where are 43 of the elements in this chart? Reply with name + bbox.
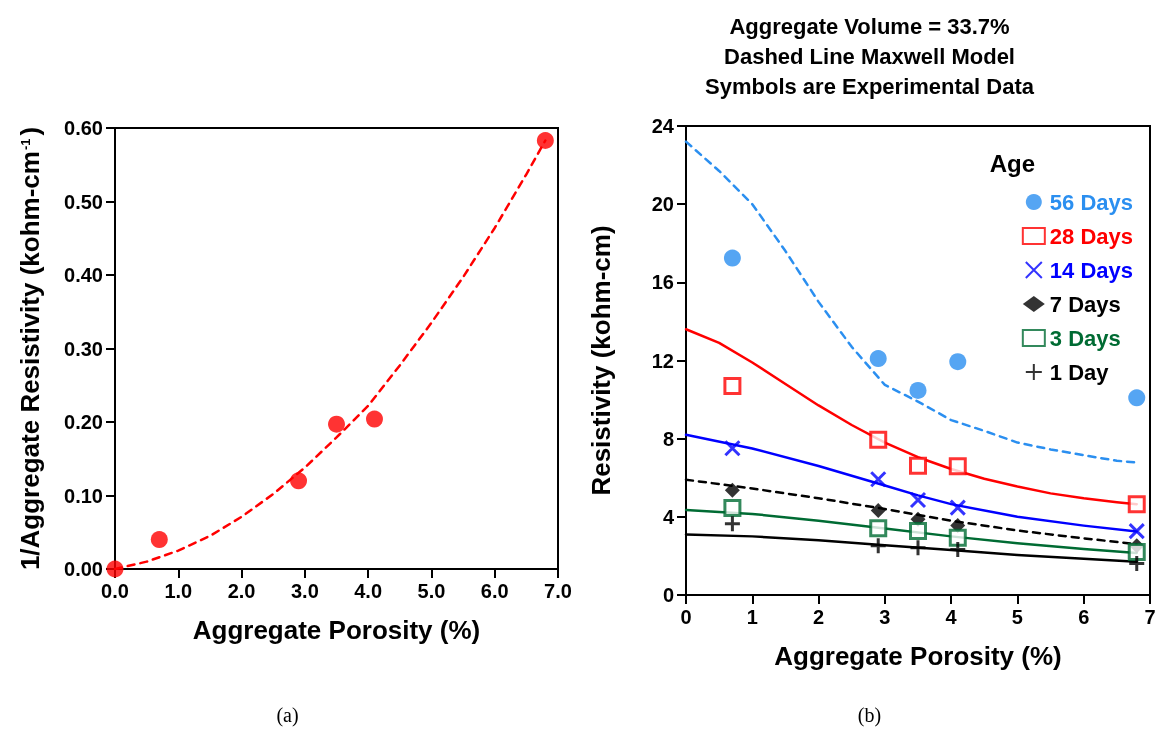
legend-label: 7 Days xyxy=(1049,291,1121,317)
y-tick-label: 0.50 xyxy=(64,190,103,213)
legend-label: 28 Days xyxy=(1049,223,1134,249)
x-tick-label: 4 xyxy=(945,606,958,628)
text: (a) xyxy=(276,704,299,727)
x-tick-label: 2 xyxy=(813,606,825,628)
text: (b) xyxy=(857,704,882,727)
y-tick-label: 0.10 xyxy=(64,484,103,507)
x-tick-label: 4.0 xyxy=(354,580,383,602)
x-tick-label: 0.0 xyxy=(101,580,129,602)
y-tick-label: 24 xyxy=(651,115,675,137)
x-tick-label: 3.0 xyxy=(290,580,319,602)
y-tick-label: 0.20 xyxy=(64,411,103,433)
x-tick-label: 6 xyxy=(1078,606,1090,628)
x-tick-label: 5.0 xyxy=(417,580,446,602)
y-tick-label: 12 xyxy=(651,349,674,372)
y-tick-label: 0.00 xyxy=(64,558,103,580)
y-tick-label: 16 xyxy=(651,271,674,294)
legend-label: 1 Day xyxy=(1049,359,1110,385)
x-tick-label: 2.0 xyxy=(227,580,256,602)
chart-title: Aggregate Volume = 33.7% Dashed Line Maxwell Model Symbols are Experimental Data xyxy=(705,13,1035,99)
x-axis-title: Aggregate Porosity (%) xyxy=(774,641,1062,671)
y-axis-title: 1/Aggregate Resistivity (kohm-cm-1) xyxy=(15,126,45,571)
y-tick-label: 0.30 xyxy=(64,337,103,360)
legend-title: Age xyxy=(989,149,1035,177)
x-tick-label: 5 xyxy=(1011,606,1023,628)
x-tick-label: 7 xyxy=(1144,606,1156,628)
y-tick-label: 8 xyxy=(662,427,674,450)
x-tick-label: 6.0 xyxy=(480,580,509,602)
y-tick-label: 0.40 xyxy=(64,264,103,286)
x-tick-label: 0 xyxy=(680,606,692,628)
x-tick-label: 7.0 xyxy=(544,580,572,602)
x-tick-label: 1.0 xyxy=(164,580,193,602)
y-tick-label: 0.60 xyxy=(64,117,103,139)
x-axis-title: Aggregate Porosity (%) xyxy=(192,615,481,645)
x-tick-label: 1 xyxy=(746,606,758,628)
y-tick-label: 20 xyxy=(651,193,674,216)
legend-label: 3 Days xyxy=(1049,325,1121,351)
legend-label: 56 Days xyxy=(1049,189,1134,215)
x-tick-label: 3 xyxy=(879,606,891,628)
y-axis-title: Resistivity (kohm-cm) xyxy=(586,225,616,496)
y-tick-label: 4 xyxy=(662,505,675,528)
legend-label: 14 Days xyxy=(1049,257,1134,283)
